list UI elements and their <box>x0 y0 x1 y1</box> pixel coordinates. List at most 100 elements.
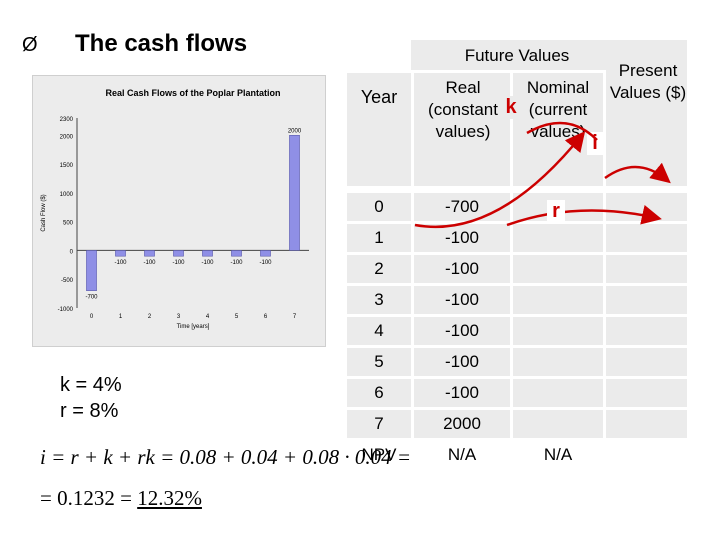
rates-block: k = 4% r = 8% <box>60 372 122 424</box>
table-cell-year: 5 <box>374 352 384 371</box>
table-cell-year: 3 <box>374 290 384 309</box>
arrow-k <box>414 131 586 229</box>
r-rate-label: r = 8% <box>60 400 119 422</box>
table-cell <box>513 286 603 314</box>
table-cell <box>414 317 510 345</box>
table-cell <box>513 224 603 252</box>
arrow-pv-0 <box>604 162 671 184</box>
table-cell <box>414 348 510 376</box>
table-cell <box>513 317 603 345</box>
table-cell-real: -100 <box>444 352 480 371</box>
formula-prefix: = 0.1232 = <box>40 486 138 510</box>
table-cell <box>347 410 411 438</box>
table-cell-year: NPV <box>361 445 397 464</box>
arrows-overlay <box>414 121 671 229</box>
i-arrow-label: i <box>587 132 603 155</box>
x-tick-label: 7 <box>293 314 297 320</box>
chart-bar <box>260 250 271 257</box>
table-cell <box>606 317 687 345</box>
x-tick-label: 1 <box>119 314 123 320</box>
table-cell <box>347 379 411 407</box>
chart-bar <box>289 135 300 251</box>
table-cell <box>513 441 603 469</box>
table-cell-real: -700 <box>444 197 480 216</box>
year-header-cell <box>347 73 411 186</box>
table-cell-year: 7 <box>374 414 384 433</box>
table-cell <box>606 348 687 376</box>
cash-flow-table: Future Values Present Values ($) Year Re… <box>347 40 687 469</box>
x-tick-label: 4 <box>206 314 210 320</box>
x-axis-label: Time [years] <box>177 324 210 330</box>
formula-line-1: i = r + k + rk = 0.08 + 0.04 + 0.08 · 0.… <box>40 445 412 469</box>
real-header: Real (constant values) <box>428 78 498 141</box>
y-tick-label: -1000 <box>58 307 74 313</box>
y-tick-label: 2300 <box>60 117 74 123</box>
chart-bar <box>144 250 155 257</box>
slide-title: The cash flows <box>75 30 248 57</box>
y-tick-label: 2000 <box>60 134 74 140</box>
k-arrow-label: k <box>501 96 521 119</box>
formula-result: 12.32% <box>137 486 202 510</box>
table-cell <box>513 379 603 407</box>
table-cell-year: 1 <box>374 228 384 247</box>
table-cell-real: N/A <box>447 445 477 464</box>
table-cell <box>513 348 603 376</box>
table-cell-year: 2 <box>374 259 384 278</box>
table-cell <box>414 224 510 252</box>
y-tick-label: 500 <box>63 221 74 227</box>
table-cell-year: 4 <box>374 321 384 340</box>
chart-title: Real Cash Flows of the Poplar Plantation <box>105 88 280 98</box>
x-tick-label: 2 <box>148 314 152 320</box>
table-cell-real: -100 <box>444 383 480 402</box>
chart-bar <box>86 250 97 291</box>
table-cell <box>347 317 411 345</box>
bullet-icon: Ø <box>22 34 38 56</box>
table-cell <box>606 224 687 252</box>
future-values-header: Future Values <box>464 46 570 65</box>
table-cell <box>347 193 411 221</box>
formula-line-2: = 0.1232 = 12.32% <box>40 486 202 511</box>
table-cell-real: -100 <box>444 290 480 309</box>
table-cell-year: 0 <box>374 197 384 216</box>
data-label: -100 <box>114 260 127 266</box>
data-label: -100 <box>259 260 272 266</box>
table-cell <box>606 410 687 438</box>
data-label: -100 <box>172 260 185 266</box>
table-cell <box>347 286 411 314</box>
table-cell <box>414 379 510 407</box>
chart-bar <box>231 250 242 257</box>
x-tick-label: 0 <box>90 314 94 320</box>
k-rate-label: k = 4% <box>60 374 122 396</box>
table-cell <box>347 255 411 283</box>
table-cell <box>414 410 510 438</box>
table-cell <box>347 441 411 469</box>
arrow-r <box>506 204 662 227</box>
data-label: -100 <box>201 260 214 266</box>
real-header-cell <box>414 73 510 186</box>
nominal-header-cell <box>513 73 603 186</box>
year-header: Year <box>360 87 398 107</box>
y-axis-label: Cash Flow ($) <box>41 194 47 231</box>
table-cell <box>606 441 687 469</box>
table-cell <box>414 286 510 314</box>
y-tick-label: 1000 <box>60 192 74 198</box>
table-cell <box>347 348 411 376</box>
cash-flow-chart: Real Cash Flows of the Poplar Plantation… <box>32 75 326 347</box>
chart-bar <box>202 250 213 257</box>
y-tick-label: 1500 <box>60 163 74 169</box>
data-label: -100 <box>143 260 156 266</box>
table-cell <box>347 224 411 252</box>
table-cell-real: 2000 <box>443 414 481 433</box>
table-cell <box>513 410 603 438</box>
table-cell-real: -100 <box>444 228 480 247</box>
data-label: -100 <box>230 260 243 266</box>
table-cell <box>414 255 510 283</box>
data-label: -700 <box>85 295 98 301</box>
table-cell-year: 6 <box>374 383 384 402</box>
x-tick-label: 3 <box>177 314 181 320</box>
table-cell <box>606 379 687 407</box>
table-cell-real: -100 <box>444 259 480 278</box>
pv-header-cell <box>606 40 687 186</box>
present-values-header: Present Values ($) <box>609 61 687 102</box>
data-label: 2000 <box>288 128 302 134</box>
